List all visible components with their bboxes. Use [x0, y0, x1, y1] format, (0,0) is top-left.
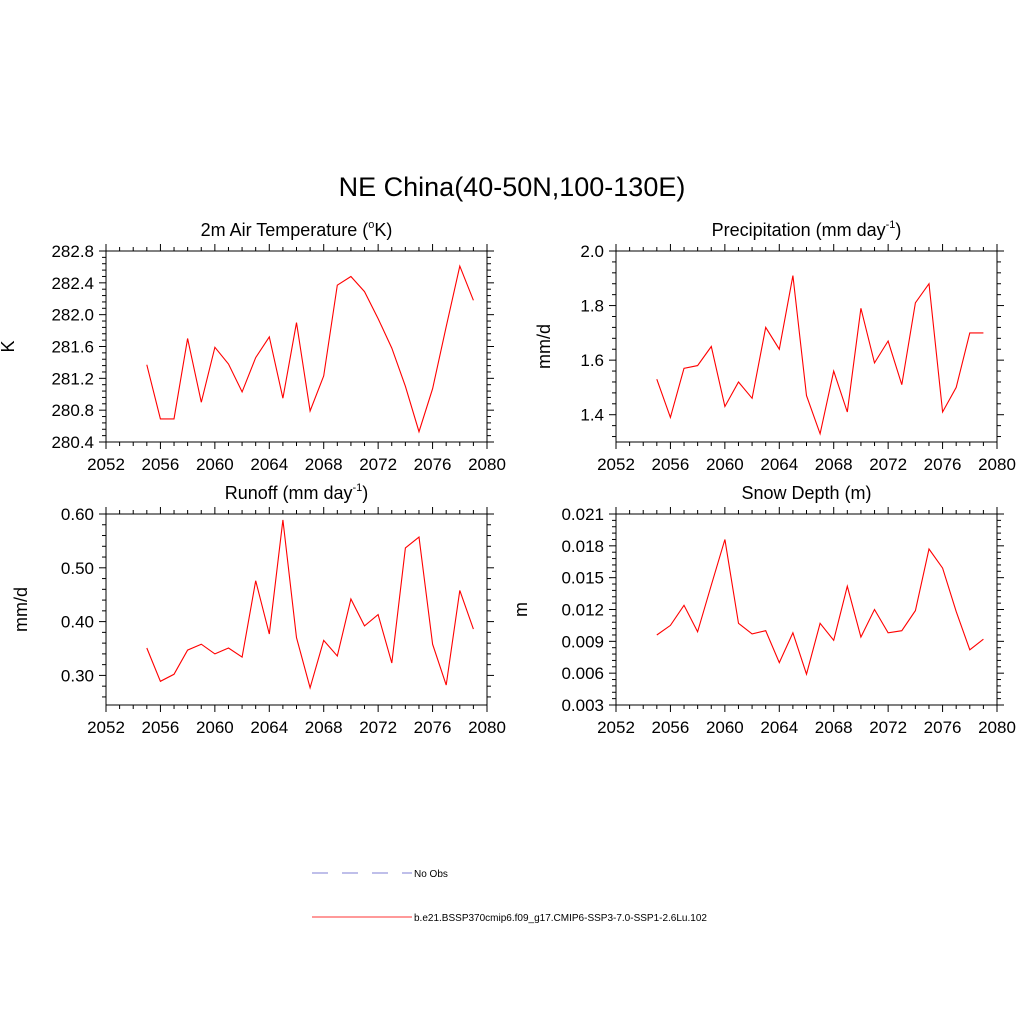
legend-label-no-obs: No Obs: [414, 869, 448, 880]
snow-depth-x-tick-label: 2068: [815, 718, 853, 737]
air-temperature-x-tick-label: 2052: [87, 455, 125, 474]
precipitation-x-tick-label: 2060: [706, 455, 744, 474]
precipitation-title-superscript: -1: [886, 219, 896, 231]
snow-depth-y-tick-label: 0.009: [561, 632, 604, 651]
runoff-x-tick-label: 2064: [250, 718, 288, 737]
runoff-title-superscript: -1: [352, 482, 362, 494]
snow-depth-title-main: Snow Depth (m): [741, 483, 871, 503]
runoff-title-main: Runoff (mm day: [225, 483, 353, 503]
panel-precipitation: 2052 2056 2060 2064 2068 2072 2076 2080 1.4 1.6 1.…: [534, 219, 1016, 474]
air-temperature-series-line: [146, 264, 474, 434]
snow-depth-plot-frame: [615, 513, 998, 706]
snow-depth-y-tick-label: 0.003: [561, 696, 604, 715]
snow-depth-y-tick-label: 0.006: [561, 664, 604, 683]
air-temperature-x-tick-label: 2080: [468, 455, 506, 474]
air-temperature-y-tick-label: 282.4: [51, 274, 94, 293]
precipitation-plot-frame: [615, 250, 998, 443]
air-temperature-x-tick-label: 2060: [196, 455, 234, 474]
air-temperature-title-superscript: o: [368, 219, 374, 231]
runoff-x-tick-label: 2052: [87, 718, 125, 737]
panel-snow-depth: 2052 2056 2060 2064 2068 2072 2076 2080 0.003 0.0…: [511, 483, 1016, 737]
air-temperature-x-tick-label: 2072: [359, 455, 397, 474]
runoff-y-tick-label: 0.40: [61, 613, 94, 632]
precipitation-x-tick-label: 2068: [815, 455, 853, 474]
air-temperature-panel-title: 2m Air Temperature (oK): [201, 219, 393, 240]
precipitation-y-tick-label: 1.8: [580, 297, 604, 316]
runoff-x-tick-label: 2056: [142, 718, 180, 737]
snow-depth-panel-title: Snow Depth (m): [741, 483, 871, 503]
runoff-x-tick-label: 2060: [196, 718, 234, 737]
air-temperature-y-tick-label: 282.8: [51, 242, 94, 261]
legend: No Obs b.e21.BSSP370cmip6.f09_g17.CMIP6-…: [312, 869, 707, 924]
snow-depth-y-axis-label: m: [511, 602, 531, 617]
runoff-x-tick-label: 2068: [305, 718, 343, 737]
precipitation-y-tick-label: 1.4: [580, 406, 604, 425]
snow-depth-x-tick-label: 2080: [978, 718, 1016, 737]
precipitation-title-main: Precipitation (mm day: [712, 220, 886, 240]
snow-depth-series-line: [656, 539, 984, 677]
air-temperature-x-tick-label: 2056: [142, 455, 180, 474]
precipitation-x-tick-label: 2056: [652, 455, 690, 474]
precipitation-y-tick-label: 1.6: [580, 351, 604, 370]
snow-depth-y-tick-label: 0.015: [561, 569, 604, 588]
snow-depth-x-tick-label: 2076: [924, 718, 962, 737]
runoff-x-tick-label: 2080: [468, 718, 506, 737]
runoff-x-tick-label: 2072: [359, 718, 397, 737]
snow-depth-x-tick-label: 2072: [869, 718, 907, 737]
runoff-y-tick-label: 0.60: [61, 505, 94, 524]
air-temperature-x-tick-label: 2076: [414, 455, 452, 474]
precipitation-x-tick-label: 2064: [760, 455, 798, 474]
runoff-series-line: [146, 519, 474, 690]
precipitation-x-tick-label: 2080: [978, 455, 1016, 474]
air-temperature-x-tick-label: 2068: [305, 455, 343, 474]
air-temperature-y-tick-label: 282.0: [51, 306, 94, 325]
figure-title: NE China(40-50N,100-130E): [339, 172, 686, 202]
snow-depth-x-tick-label: 2056: [652, 718, 690, 737]
snow-depth-x-tick-label: 2060: [706, 718, 744, 737]
runoff-title-end: ): [362, 483, 368, 503]
air-temperature-y-tick-label: 280.4: [51, 433, 94, 452]
air-temperature-y-tick-label: 280.8: [51, 401, 94, 420]
runoff-y-tick-label: 0.30: [61, 666, 94, 685]
snow-depth-y-tick-label: 0.012: [561, 601, 604, 620]
runoff-y-axis-label: mm/d: [11, 587, 31, 632]
snow-depth-y-tick-label: 0.018: [561, 537, 604, 556]
runoff-y-tick-label: 0.50: [61, 559, 94, 578]
snow-depth-x-tick-label: 2064: [760, 718, 798, 737]
air-temperature-title-main: 2m Air Temperature (: [201, 220, 369, 240]
snow-depth-y-tick-label: 0.021: [561, 505, 604, 524]
precipitation-x-tick-label: 2076: [924, 455, 962, 474]
precipitation-y-axis-label: mm/d: [534, 324, 554, 369]
precipitation-series-line: [656, 275, 984, 436]
panel-air-temperature: 2052 2056 2060 2064 2068 2072 2076 2080 280.4 280…: [0, 219, 506, 474]
precipitation-y-tick-label: 2.0: [580, 242, 604, 261]
air-temperature-title-end: K): [374, 220, 392, 240]
air-temperature-x-tick-label: 2064: [250, 455, 288, 474]
runoff-panel-title: Runoff (mm day-1): [225, 482, 369, 503]
precipitation-title-end: ): [895, 220, 901, 240]
runoff-x-tick-label: 2076: [414, 718, 452, 737]
legend-label-model-run: b.e21.BSSP370cmip6.f09_g17.CMIP6-SSP3-7.…: [414, 913, 707, 924]
runoff-plot-frame: [105, 513, 488, 706]
air-temperature-plot-frame: [105, 250, 488, 443]
precipitation-x-tick-label: 2052: [597, 455, 635, 474]
panel-runoff: 2052 2056 2060 2064 2068 2072 2076 2080 0.30 0.40…: [11, 482, 506, 737]
snow-depth-x-tick-label: 2052: [597, 718, 635, 737]
air-temperature-y-tick-label: 281.2: [51, 369, 94, 388]
air-temperature-y-axis-label: K: [0, 340, 18, 352]
precipitation-x-tick-label: 2072: [869, 455, 907, 474]
precipitation-panel-title: Precipitation (mm day-1): [712, 219, 902, 240]
air-temperature-y-tick-label: 281.6: [51, 338, 94, 357]
